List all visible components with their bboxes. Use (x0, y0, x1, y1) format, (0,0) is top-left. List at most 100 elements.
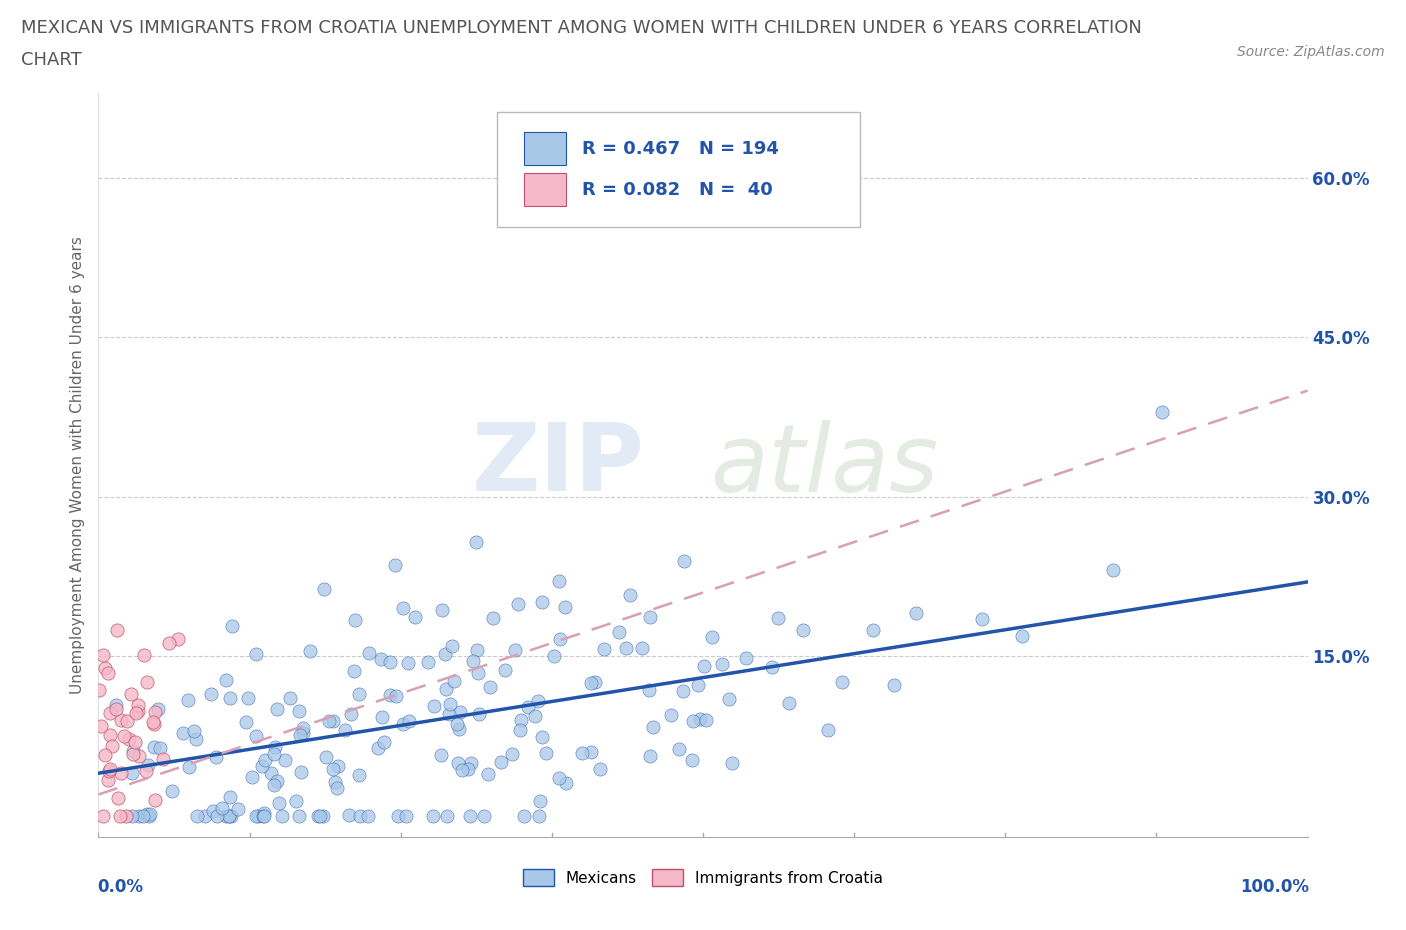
Point (291, 725, 314, 740)
Point (221, 618, 243, 633)
Point (136, 757, 159, 772)
Point (142, 714, 165, 729)
Point (333, 723, 356, 737)
Point (465, 643, 488, 658)
Point (200, 686, 222, 701)
Point (120, 686, 142, 701)
Point (472, 808, 495, 823)
Point (477, 766, 499, 781)
Point (461, 654, 484, 669)
Point (136, 674, 159, 689)
Point (228, 802, 250, 817)
Point (157, 636, 180, 651)
Point (322, 762, 344, 777)
Point (343, 664, 366, 679)
Point (108, 808, 131, 823)
Point (457, 762, 479, 777)
Point (112, 728, 135, 743)
Point (396, 655, 419, 670)
Point (323, 775, 346, 790)
Point (315, 750, 337, 764)
Point (183, 724, 205, 738)
Text: 0.0%: 0.0% (97, 878, 143, 896)
Point (439, 697, 461, 711)
Point (312, 808, 335, 823)
Point (460, 756, 482, 771)
Point (263, 778, 285, 793)
Point (240, 770, 263, 785)
Point (482, 610, 505, 625)
Point (205, 750, 228, 764)
Point (160, 784, 183, 799)
Point (309, 808, 332, 823)
Point (638, 749, 661, 764)
Point (125, 706, 148, 721)
Point (441, 639, 464, 654)
Point (508, 596, 530, 611)
Point (367, 740, 389, 755)
Point (127, 704, 149, 719)
Point (267, 796, 290, 811)
Bar (524, 132, 567, 166)
Text: atlas: atlas (710, 419, 938, 511)
Point (373, 735, 395, 750)
Text: Source: ZipAtlas.com: Source: ZipAtlas.com (1237, 45, 1385, 59)
Point (517, 699, 540, 714)
Point (710, 656, 733, 671)
Point (322, 713, 344, 728)
Point (179, 759, 201, 774)
Point (218, 808, 240, 823)
Text: CHART: CHART (21, 51, 82, 69)
Point (695, 712, 717, 727)
Point (326, 758, 349, 773)
Point (287, 703, 309, 718)
Point (534, 746, 557, 761)
Point (114, 808, 136, 823)
Point (94, 748, 117, 763)
Point (543, 649, 565, 664)
Point (357, 645, 380, 660)
Point (501, 747, 523, 762)
Point (107, 790, 129, 805)
Point (831, 674, 853, 689)
Point (186, 732, 208, 747)
Point (468, 707, 491, 722)
Point (266, 774, 288, 789)
Point (384, 557, 406, 572)
Point (219, 808, 242, 823)
Point (792, 623, 814, 638)
Point (467, 666, 489, 681)
Point (118, 732, 141, 747)
Point (97, 665, 120, 680)
Point (378, 688, 401, 703)
Point (862, 623, 884, 638)
Point (98, 762, 121, 777)
Point (101, 738, 124, 753)
Point (252, 805, 274, 820)
Point (253, 808, 276, 823)
Point (614, 641, 637, 656)
Point (250, 759, 273, 774)
Point (218, 808, 240, 823)
Point (450, 762, 472, 777)
Point (768, 610, 790, 625)
Point (583, 674, 606, 689)
Point (370, 710, 392, 724)
Point (718, 691, 741, 706)
Point (273, 753, 295, 768)
Point (122, 743, 145, 758)
Point (143, 793, 166, 808)
Point (253, 752, 276, 767)
Point (263, 747, 285, 762)
Point (465, 535, 488, 550)
Point (246, 808, 269, 823)
Point (307, 808, 329, 823)
Point (392, 717, 415, 732)
Point (202, 804, 225, 819)
Point (689, 711, 711, 726)
Point (447, 756, 470, 771)
Point (392, 601, 415, 616)
Point (326, 781, 349, 796)
Point (672, 554, 695, 569)
Point (142, 739, 165, 754)
